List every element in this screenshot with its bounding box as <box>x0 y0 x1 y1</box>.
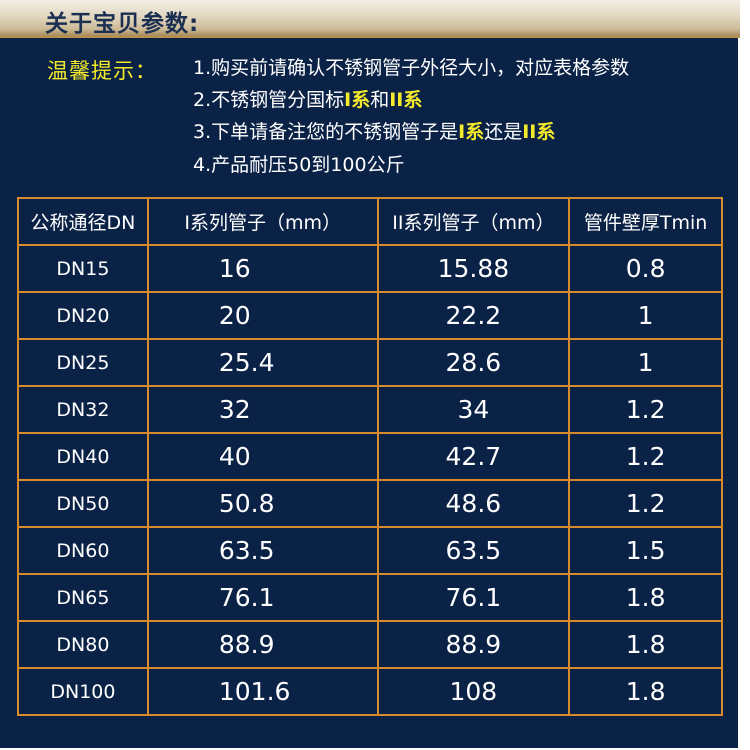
cell-series-1: 50.8 <box>146 479 379 528</box>
column-header-wall-thickness: 管件壁厚Tmin <box>568 197 723 246</box>
tip-text: 和 <box>370 89 390 111</box>
cell-dn: DN40 <box>17 432 149 481</box>
table-row: DN40 40 42.7 1.2 <box>17 432 723 481</box>
page-title: 关于宝贝参数: <box>45 11 200 37</box>
cell-dn: DN15 <box>17 244 149 293</box>
column-header-series-1: I系列管子（mm） <box>146 197 379 246</box>
cell-dn: DN25 <box>17 338 149 387</box>
cell-wall-thickness: 1.2 <box>568 479 723 528</box>
cell-series-1: 32 <box>146 385 379 434</box>
table-row: DN80 88.9 88.9 1.8 <box>17 620 723 669</box>
cell-wall-thickness: 1 <box>568 338 723 387</box>
tip-text: 2.不锈钢管分国标 <box>193 89 345 111</box>
cell-series-1: 88.9 <box>146 620 379 669</box>
cell-series-1: 20 <box>146 291 379 340</box>
table-row: DN32 32 34 1.2 <box>17 385 723 434</box>
table-header-row: 公称通径DN I系列管子（mm） II系列管子（mm） 管件壁厚Tmin <box>17 197 723 246</box>
cell-series-1: 76.1 <box>146 573 379 622</box>
table-row: DN20 20 22.2 1 <box>17 291 723 340</box>
tip-text: 3.下单请备注您的不锈钢管子是 <box>193 121 459 143</box>
cell-wall-thickness: 1.2 <box>568 432 723 481</box>
column-header-series-2: II系列管子（mm） <box>376 197 571 246</box>
cell-dn: DN80 <box>17 620 149 669</box>
tip-highlight: II系 <box>522 121 556 143</box>
table-row: DN100 101.6 108 1.8 <box>17 667 723 716</box>
spec-table: 公称通径DN I系列管子（mm） II系列管子（mm） 管件壁厚Tmin DN1… <box>17 197 723 716</box>
cell-series-2: 42.7 <box>376 432 571 481</box>
table-row: DN15 16 15.88 0.8 <box>17 244 723 293</box>
cell-dn: DN65 <box>17 573 149 622</box>
cell-series-1: 63.5 <box>146 526 379 575</box>
cell-wall-thickness: 1.8 <box>568 667 723 716</box>
cell-dn: DN32 <box>17 385 149 434</box>
cell-series-2: 22.2 <box>376 291 571 340</box>
cell-series-1: 40 <box>146 432 379 481</box>
tip-highlight: I系 <box>344 89 371 111</box>
cell-series-2: 34 <box>376 385 571 434</box>
cell-wall-thickness: 1 <box>568 291 723 340</box>
cell-series-2: 28.6 <box>376 338 571 387</box>
cell-series-2: 108 <box>376 667 571 716</box>
cell-wall-thickness: 1.8 <box>568 620 723 669</box>
panel-edge <box>738 38 750 750</box>
tip-highlight: I系 <box>458 121 485 143</box>
cell-series-2: 76.1 <box>376 573 571 622</box>
cell-series-1: 16 <box>146 244 379 293</box>
tip-2: 2.不锈钢管分国标I系和II系 <box>193 85 422 112</box>
table-row: DN60 63.5 63.5 1.5 <box>17 526 723 575</box>
cell-wall-thickness: 1.5 <box>568 526 723 575</box>
cell-series-1: 25.4 <box>146 338 379 387</box>
cell-wall-thickness: 1.2 <box>568 385 723 434</box>
cell-dn: DN50 <box>17 479 149 528</box>
cell-series-2: 48.6 <box>376 479 571 528</box>
cell-series-2: 88.9 <box>376 620 571 669</box>
table-row: DN50 50.8 48.6 1.2 <box>17 479 723 528</box>
cell-series-2: 15.88 <box>376 244 571 293</box>
tip-3: 3.下单请备注您的不锈钢管子是I系还是II系 <box>193 117 555 144</box>
cell-series-2: 63.5 <box>376 526 571 575</box>
tip-highlight: II系 <box>389 89 423 111</box>
cell-dn: DN20 <box>17 291 149 340</box>
tip-text: 1.购买前请确认不锈钢管子外径大小，对应表格参数 <box>193 57 630 79</box>
cell-dn: DN60 <box>17 526 149 575</box>
tip-text: 还是 <box>484 121 523 143</box>
tip-1: 1.购买前请确认不锈钢管子外径大小，对应表格参数 <box>193 53 629 80</box>
tip-4: 4.产品耐压50到100公斤 <box>193 150 405 177</box>
cell-series-1: 101.6 <box>146 667 379 716</box>
table-row: DN25 25.4 28.6 1 <box>17 338 723 387</box>
tips-label: 温馨提示： <box>47 59 157 83</box>
header-bar: 关于宝贝参数: <box>0 0 740 38</box>
cell-wall-thickness: 1.8 <box>568 573 723 622</box>
table-row: DN65 76.1 76.1 1.8 <box>17 573 723 622</box>
cell-dn: DN100 <box>17 667 149 716</box>
cell-wall-thickness: 0.8 <box>568 244 723 293</box>
column-header-dn: 公称通径DN <box>17 197 149 246</box>
tip-text: 4.产品耐压50到100公斤 <box>193 154 405 176</box>
